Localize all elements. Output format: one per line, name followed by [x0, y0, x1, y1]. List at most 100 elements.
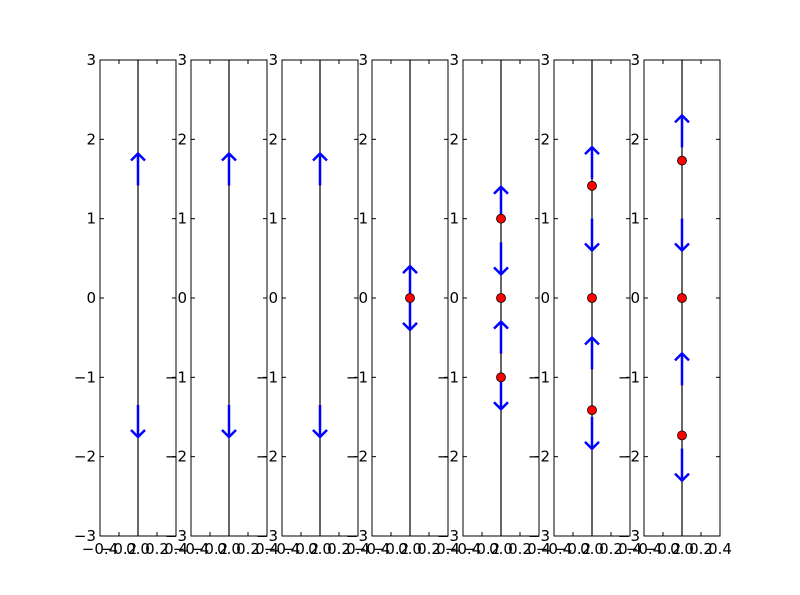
x-tick-label: −0.4 [354, 540, 390, 558]
x-tick-label: 0.0 [580, 540, 604, 558]
equilibrium-point [496, 213, 506, 224]
x-tick-label: 0.4 [436, 540, 460, 558]
panel-1: −3 −2 −1 0 1 2 3 −0.4−0.20.00.20.4 [74, 51, 188, 558]
y-tick-label: 0 [86, 289, 96, 307]
arrow-head [312, 429, 328, 439]
y-tick-label: −3 [256, 527, 278, 545]
y-tick-label: 2 [540, 130, 550, 148]
arrow-head [402, 321, 418, 332]
arrow-head [674, 242, 690, 253]
x-tick-label: 0.2 [327, 540, 351, 558]
x-tick-label: −0.4 [82, 540, 118, 558]
y-tick-label: 3 [630, 51, 640, 69]
equilibrium-point [677, 293, 687, 303]
y-tick-label: −1 [618, 368, 640, 386]
arrow-down [674, 218, 690, 253]
arrow-down [130, 404, 146, 439]
arrow-head [493, 185, 509, 195]
arrow-up [312, 151, 328, 186]
arrow-down [584, 218, 600, 253]
x-tick-label: −0.4 [445, 540, 481, 558]
x-tick-label: 0.0 [670, 540, 694, 558]
x-tick-label: 0.0 [308, 540, 332, 558]
arrow-up [130, 151, 146, 186]
y-tick-label: −3 [165, 527, 187, 545]
y-tick-label: −2 [437, 448, 459, 466]
y-tick-label: −2 [165, 448, 187, 466]
arrow-head [584, 335, 600, 346]
equilibrium-point [496, 293, 506, 303]
x-tick-label: 0.0 [217, 540, 241, 558]
x-tick-label: 0.2 [508, 540, 532, 558]
arrow-up [493, 185, 509, 219]
x-tick-label: −0.2 [645, 540, 681, 558]
y-tick-label: −1 [346, 368, 368, 386]
equilibrium-point [496, 372, 506, 383]
arrow-head [674, 351, 690, 362]
arrow-up [674, 113, 690, 148]
x-tick-label: −0.4 [536, 540, 572, 558]
arrow-head [584, 242, 600, 253]
x-tick-label: −0.4 [264, 540, 300, 558]
x-tick-label: 0.4 [527, 540, 551, 558]
x-tick-label: 0.2 [417, 540, 441, 558]
x-tick-label: 0.2 [599, 540, 623, 558]
y-tick-label: 1 [358, 210, 368, 228]
y-tick-label: 1 [449, 210, 459, 228]
x-tick-label: 0.0 [489, 540, 513, 558]
arrow-up [584, 145, 600, 180]
y-tick-label: 0 [540, 289, 550, 307]
x-tick-label: −0.2 [283, 540, 319, 558]
equilibrium-point [587, 293, 597, 303]
x-tick-label: 0.0 [126, 540, 150, 558]
y-tick-label: 3 [268, 51, 278, 69]
y-tick-label: 3 [449, 51, 459, 69]
x-tick-label: 0.4 [346, 540, 370, 558]
equilibrium-point [587, 405, 597, 416]
arrow-down [584, 416, 600, 451]
y-tick-label: −3 [618, 527, 640, 545]
arrow-head [221, 151, 237, 162]
arrow-up [221, 151, 237, 186]
arrow-head [493, 319, 509, 330]
y-tick-label: 0 [268, 289, 278, 307]
x-tick-label: 0.4 [708, 540, 732, 558]
y-tick-label: 0 [630, 289, 640, 307]
x-tick-label: 0.0 [398, 540, 422, 558]
arrow-down [674, 448, 690, 483]
equilibrium-point [405, 293, 415, 303]
x-tick-label: −0.4 [626, 540, 662, 558]
y-tick-label: 3 [86, 51, 96, 69]
y-tick-label: −1 [165, 368, 187, 386]
y-tick-label: 2 [86, 130, 96, 148]
equilibrium-point [677, 430, 687, 441]
y-tick-label: 1 [540, 210, 550, 228]
y-tick-label: −3 [528, 527, 550, 545]
arrow-head [130, 429, 146, 439]
arrow-head [584, 440, 600, 451]
arrow-up [402, 264, 418, 299]
x-tick-label: −0.2 [192, 540, 228, 558]
y-tick-label: 2 [449, 130, 459, 148]
arrow-down [493, 377, 509, 411]
y-tick-label: −3 [74, 527, 96, 545]
y-tick-label: 3 [358, 51, 368, 69]
arrow-head [674, 472, 690, 483]
y-tick-label: 1 [86, 210, 96, 228]
arrow-head [402, 264, 418, 275]
y-tick-label: 0 [177, 289, 187, 307]
equilibrium-point [677, 155, 687, 166]
arrow-head [312, 151, 328, 162]
x-tick-label: 0.2 [145, 540, 169, 558]
arrow-up [493, 319, 509, 354]
y-tick-label: 2 [630, 130, 640, 148]
arrow-down [402, 297, 418, 332]
y-tick-label: 2 [358, 130, 368, 148]
y-tick-label: −1 [437, 368, 459, 386]
x-tick-label: −0.2 [464, 540, 500, 558]
arrow-head [674, 113, 690, 124]
